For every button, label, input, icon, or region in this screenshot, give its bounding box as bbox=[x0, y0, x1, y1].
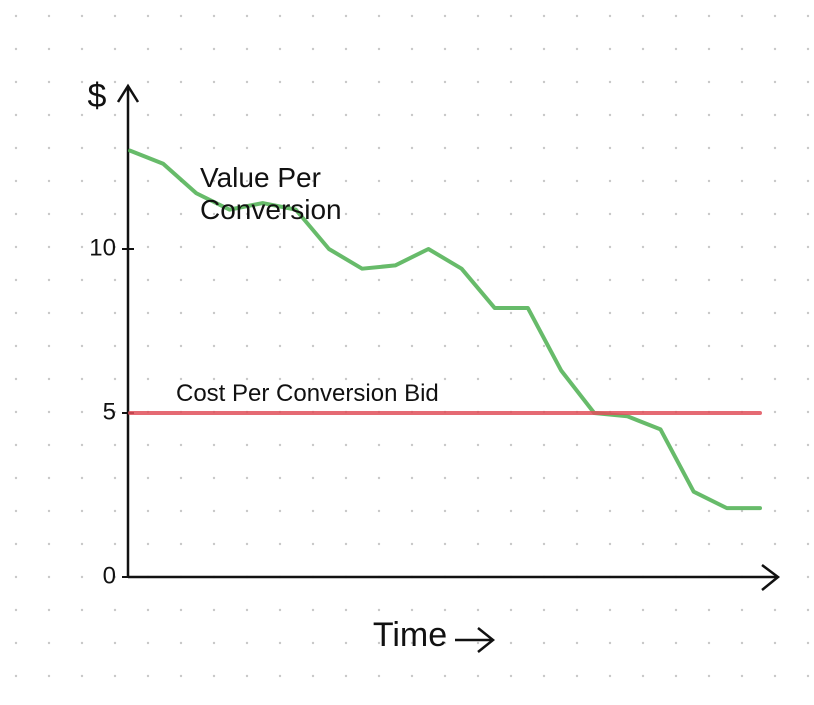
x-axis-label: Time bbox=[373, 616, 447, 654]
y-axis-arrow bbox=[116, 83, 140, 103]
series-label-text: Value Per Conversion bbox=[200, 162, 342, 226]
series-label: Cost Per Conversion Bid bbox=[176, 380, 439, 407]
series-label-text: Cost Per Conversion Bid bbox=[176, 380, 439, 407]
y-tick-label: 10 bbox=[89, 234, 116, 261]
y-tick-label: 0 bbox=[103, 562, 116, 589]
y-tick-label: 5 bbox=[103, 398, 116, 425]
series-line bbox=[128, 148, 762, 511]
x-axis-label-arrow bbox=[455, 627, 496, 653]
series-label: Value Per Conversion bbox=[200, 162, 342, 226]
y-axis-label: $ bbox=[88, 77, 107, 115]
x-axis-arrow bbox=[761, 564, 781, 591]
